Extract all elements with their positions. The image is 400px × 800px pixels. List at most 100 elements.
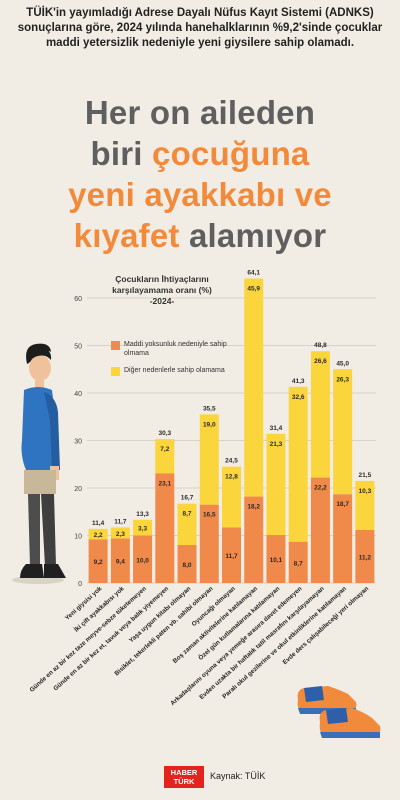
label-maddi: 10,0: [136, 557, 149, 564]
bars-layer: [88, 278, 375, 583]
label-total: 35,5: [203, 405, 216, 412]
bar-maddi: [355, 529, 375, 583]
bar-diger: [222, 466, 241, 528]
bar-diger: [155, 439, 175, 474]
haberturk-logo: HABER TÜRK: [164, 766, 204, 788]
label-diger: 10,3: [359, 488, 372, 495]
label-total: 11,4: [92, 520, 105, 527]
label-diger: 12,8: [225, 474, 238, 481]
label-maddi: 10,1: [270, 557, 283, 564]
bar-maddi: [266, 535, 286, 583]
label-maddi: 22,2: [314, 485, 327, 492]
bar-maddi: [155, 473, 175, 583]
legend-item-maddi: Maddi yoksunluk nedeniyle sahip olmama: [111, 340, 234, 358]
bar-diger: [110, 527, 130, 539]
label-total: 30,3: [158, 430, 171, 437]
label-total: 13,3: [136, 511, 149, 518]
bar-maddi: [310, 477, 330, 583]
y-tick-label: 10: [74, 534, 82, 541]
bar-diger: [333, 369, 353, 495]
legend-item-diger: Diğer nedenlerle sahip olamama: [111, 366, 234, 376]
label-diger: 21,3: [270, 441, 283, 448]
bar-maddi: [88, 539, 108, 583]
label-diger: 7,2: [160, 446, 169, 453]
label-maddi: 16,5: [203, 512, 216, 519]
headline-line-4-accent: kıyafet: [73, 217, 180, 254]
intro-text: TÜİK'in yayımladığı Adrese Dayalı Nüfus …: [17, 7, 383, 49]
label-total: 11,7: [114, 518, 127, 525]
y-tick-label: 60: [74, 296, 82, 303]
label-diger: 3,3: [138, 526, 147, 533]
y-tick-label: 20: [74, 486, 82, 493]
label-total: 41,3: [292, 378, 305, 385]
bar-diger: [88, 528, 108, 540]
bar-maddi: [177, 545, 197, 583]
bar-maddi: [333, 494, 353, 583]
label-total: 31,4: [270, 425, 283, 432]
headline-line-4-plain: alamıyor: [179, 217, 327, 254]
bar-maddi: [288, 541, 308, 583]
legend-swatch-diger: [111, 367, 120, 376]
label-maddi: 11,7: [225, 553, 238, 560]
bar-diger: [355, 480, 375, 530]
label-total: 45,0: [336, 360, 349, 367]
legend-label-diger: Diğer nedenlerle sahip olamama: [124, 367, 225, 374]
label-diger: 8,7: [183, 511, 192, 518]
label-diger: 26,6: [314, 358, 327, 365]
legend-label-maddi: Maddi yoksunluk nedeniyle sahip olmama: [124, 341, 227, 357]
legend-title: Çocukların İhtiyaçlarını karşılayamama o…: [112, 274, 212, 306]
legend-swatch-maddi: [111, 341, 120, 350]
label-total: 48,8: [314, 342, 327, 349]
label-maddi: 9,2: [94, 559, 103, 566]
label-diger: 45,9: [247, 286, 260, 293]
label-diger: 2,3: [116, 531, 125, 538]
logo-line-1: HABER: [170, 768, 198, 777]
category-label: Yeni giysisi yok: [64, 585, 104, 622]
shoes-illustration: [297, 686, 381, 738]
label-maddi: 18,7: [336, 501, 349, 508]
y-tick-label: 40: [74, 391, 82, 398]
bar-maddi: [199, 504, 219, 583]
label-diger: 26,3: [336, 376, 349, 383]
y-tick-label: 0: [78, 581, 82, 588]
bar-diger: [177, 503, 197, 545]
bar-diger: [310, 351, 330, 478]
label-total: 16,7: [181, 495, 194, 502]
labels-layer: 9,2 2,2 11,4 9,4 2,3 11,7 10,0 3,3 13,3 23,1 7,2 30…: [92, 270, 372, 569]
source-text: Kaynak: TÜİK: [210, 771, 266, 781]
bar-maddi: [244, 496, 264, 583]
label-maddi: 18,2: [247, 504, 260, 511]
label-maddi: 8,7: [294, 560, 303, 567]
headline-line-2: biri çocuğuna: [0, 133, 400, 174]
headline: Her on aileden biri çocuğuna yeni ayakka…: [0, 92, 400, 256]
bar-maddi: [133, 535, 153, 583]
label-total: 24,5: [225, 458, 238, 465]
label-diger: 32,6: [292, 394, 305, 401]
bar-diger: [133, 519, 153, 536]
label-maddi: 11,2: [359, 554, 372, 561]
label-diger: 19,0: [203, 421, 216, 428]
label-diger: 2,2: [94, 532, 103, 539]
bar-maddi: [110, 538, 130, 583]
label-maddi: 8,0: [183, 562, 192, 569]
bar-diger: [288, 386, 308, 542]
logo-line-2: TÜRK: [173, 777, 195, 786]
label-total: 64,1: [247, 270, 260, 277]
label-maddi: 23,1: [158, 480, 171, 487]
child-illustration: [12, 343, 66, 584]
bar-diger: [266, 433, 286, 536]
bar-maddi: [222, 527, 241, 583]
bar-diger: [199, 414, 219, 505]
headline-line-3: yeni ayakkabı ve: [68, 176, 332, 213]
bar-diger: [244, 278, 264, 497]
headline-line-4: kıyafet alamıyor: [0, 215, 400, 256]
y-tick-label: 30: [74, 439, 82, 446]
headline-line-2-accent: çocuğuna: [152, 135, 310, 172]
label-total: 21,5: [359, 472, 372, 479]
headline-line-2-plain: biri: [90, 135, 153, 172]
label-maddi: 9,4: [116, 559, 125, 566]
headline-line-1: Her on aileden: [84, 94, 316, 131]
y-tick-label: 50: [74, 344, 82, 351]
